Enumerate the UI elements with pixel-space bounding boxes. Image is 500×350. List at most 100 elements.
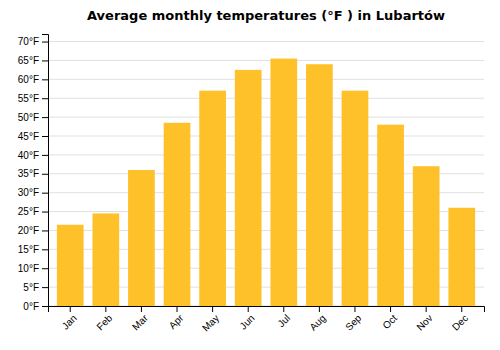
tick: 40°F — [18, 150, 48, 161]
bars — [57, 59, 475, 306]
bar — [92, 213, 119, 306]
tick: 25°F — [18, 206, 48, 217]
tick-mark — [248, 306, 249, 312]
tick: Feb — [94, 306, 114, 332]
grid — [48, 42, 484, 306]
tick-mark — [42, 136, 48, 137]
tick-mark — [212, 306, 213, 312]
axis-line — [42, 35, 49, 307]
tick-label: 55°F — [18, 93, 39, 104]
tick-mark — [354, 306, 355, 312]
bar — [377, 125, 404, 306]
tick: 30°F — [18, 187, 48, 198]
tick: May — [200, 306, 221, 334]
grid-line — [48, 154, 484, 155]
tick-mark — [177, 306, 178, 312]
grid-line — [48, 79, 484, 80]
tick-mark — [42, 249, 48, 250]
title: Average monthly temperatures (°F ) in Lu… — [87, 8, 445, 23]
tick: 20°F — [18, 225, 48, 236]
tick: Nov — [414, 306, 434, 333]
tick-mark — [141, 306, 142, 312]
tick-mark — [426, 306, 427, 312]
tick: Mar — [130, 306, 150, 332]
tick: 60°F — [18, 74, 48, 85]
tick-label: 45°F — [18, 131, 39, 142]
tick-label: 70°F — [18, 36, 39, 47]
tick: 65°F — [18, 55, 48, 66]
tick-mark — [390, 306, 391, 312]
bar — [164, 123, 191, 306]
tick: Jul — [275, 306, 292, 329]
tick-mark — [42, 193, 48, 194]
tick-label: Oct — [380, 312, 399, 331]
tick: Oct — [380, 306, 399, 331]
tick: 55°F — [18, 93, 48, 104]
tick-label: Jun — [238, 312, 257, 331]
grid-line — [48, 60, 484, 61]
tick-label: Mar — [130, 312, 150, 332]
tick-label: Jul — [275, 312, 292, 329]
plot: 0°F 5°F 10°F 15°F 20°F 25°F 30°F 35°F 40°F 45°F 50… — [18, 35, 485, 334]
tick-label: 10°F — [18, 263, 39, 274]
bar — [57, 225, 84, 306]
tick-mark — [42, 42, 48, 43]
tick: Sep — [343, 306, 364, 333]
tick-mark — [42, 60, 48, 61]
tick-mark — [42, 268, 48, 269]
bar — [306, 64, 333, 306]
tick: Jun — [238, 306, 257, 332]
tick-mark — [42, 230, 48, 231]
tick-label: Nov — [414, 312, 434, 332]
tick-label: Aug — [308, 312, 328, 332]
bar — [128, 170, 155, 306]
tick-label: Dec — [450, 312, 470, 332]
tick-label: 25°F — [18, 206, 39, 217]
tick-label: 35°F — [18, 168, 39, 179]
tick: Apr — [167, 306, 186, 331]
tick-mark — [42, 212, 48, 213]
bar — [342, 91, 369, 306]
tick-label: 15°F — [18, 244, 39, 255]
tick: Dec — [450, 306, 470, 333]
tick: Jan — [60, 306, 79, 332]
tick: 45°F — [18, 131, 48, 142]
tick-mark — [283, 306, 284, 312]
tick-label: 0°F — [23, 301, 39, 312]
tick-label: 65°F — [18, 55, 39, 66]
tick: 5°F — [23, 282, 48, 293]
axis-line — [49, 307, 485, 313]
tick-mark — [42, 117, 48, 118]
tick: 15°F — [18, 244, 48, 255]
y-axis: 0°F 5°F 10°F 15°F 20°F 25°F 30°F 35°F 40°F 45°F 50… — [18, 35, 49, 312]
tick-mark — [105, 306, 106, 312]
tick-mark — [42, 306, 48, 307]
tick-label: 50°F — [18, 112, 39, 123]
tick-mark — [42, 79, 48, 80]
tick: Aug — [308, 306, 328, 333]
tick: 35°F — [18, 168, 48, 179]
tick-mark — [70, 306, 71, 312]
tick-mark — [319, 306, 320, 312]
grid-line — [48, 41, 484, 42]
tick-mark — [42, 98, 48, 99]
tick-label: Feb — [94, 312, 114, 332]
tick-mark — [461, 306, 462, 312]
tick-label: May — [200, 312, 221, 333]
tick: 50°F — [18, 112, 48, 123]
tick: 10°F — [18, 263, 48, 274]
tick-label: Apr — [167, 312, 186, 331]
tick-label: 60°F — [18, 74, 39, 85]
tick-mark — [42, 174, 48, 175]
tick-label: 5°F — [23, 282, 39, 293]
tick-label: 30°F — [18, 187, 39, 198]
x-axis: Jan Feb Mar Apr May Jun Jul Aug Sep Oct Nov Dec — [49, 306, 485, 334]
tick-mark — [42, 287, 48, 288]
tick: 0°F — [23, 301, 48, 312]
bar — [199, 91, 226, 306]
grid-line — [48, 117, 484, 118]
tick-label: 20°F — [18, 225, 39, 236]
grid-line — [48, 98, 484, 99]
bar — [413, 166, 440, 306]
bar — [270, 59, 297, 306]
